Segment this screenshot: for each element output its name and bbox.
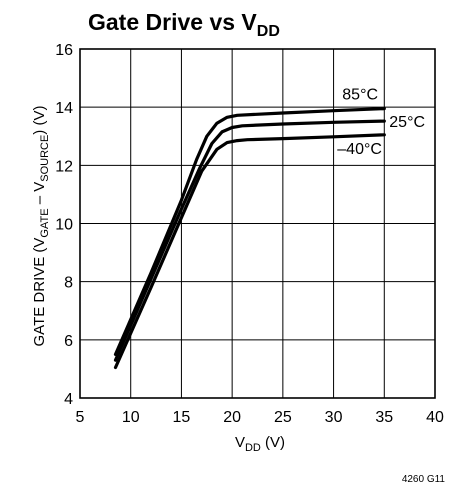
series-line [113, 133, 386, 370]
y-tick-label: 14 [55, 100, 73, 117]
series-label: 25°C [389, 114, 425, 131]
y-tick-label: 4 [64, 391, 73, 408]
series-lines [113, 106, 386, 370]
series-label: 85°C [342, 87, 378, 104]
y-tick-label: 6 [64, 333, 73, 350]
y-tick-label: 8 [64, 275, 73, 292]
chart-title: Gate Drive vs VDD [88, 9, 280, 40]
x-tick-label: 40 [426, 409, 444, 426]
y-tick-label: 10 [55, 217, 73, 234]
y-tick-labels: 4 6 8 10 12 14 16 [55, 42, 73, 408]
x-tick-labels: 5 10 15 20 25 30 35 40 [76, 409, 444, 426]
y-tick-label: 16 [55, 42, 73, 59]
x-tick-label: 20 [223, 409, 241, 426]
y-axis-label: GATE DRIVE (VGATE – VSOURCE) (V) [31, 106, 51, 347]
x-tick-label: 10 [122, 409, 140, 426]
x-tick-label: 25 [274, 409, 292, 426]
x-tick-label: 30 [325, 409, 343, 426]
series-label: –40°C [337, 141, 382, 158]
series-line [113, 119, 386, 362]
x-tick-label: 35 [375, 409, 393, 426]
y-tick-label: 12 [55, 158, 73, 175]
x-axis-label: VDD (V) [235, 434, 285, 454]
grid [80, 49, 435, 398]
x-tick-label: 5 [76, 409, 85, 426]
figure-footnote: 4260 G11 [402, 474, 446, 485]
plot-frame [79, 48, 436, 399]
series-line [113, 106, 386, 356]
series-labels: 85°C 25°C –40°C [337, 87, 425, 158]
x-tick-label: 15 [173, 409, 191, 426]
